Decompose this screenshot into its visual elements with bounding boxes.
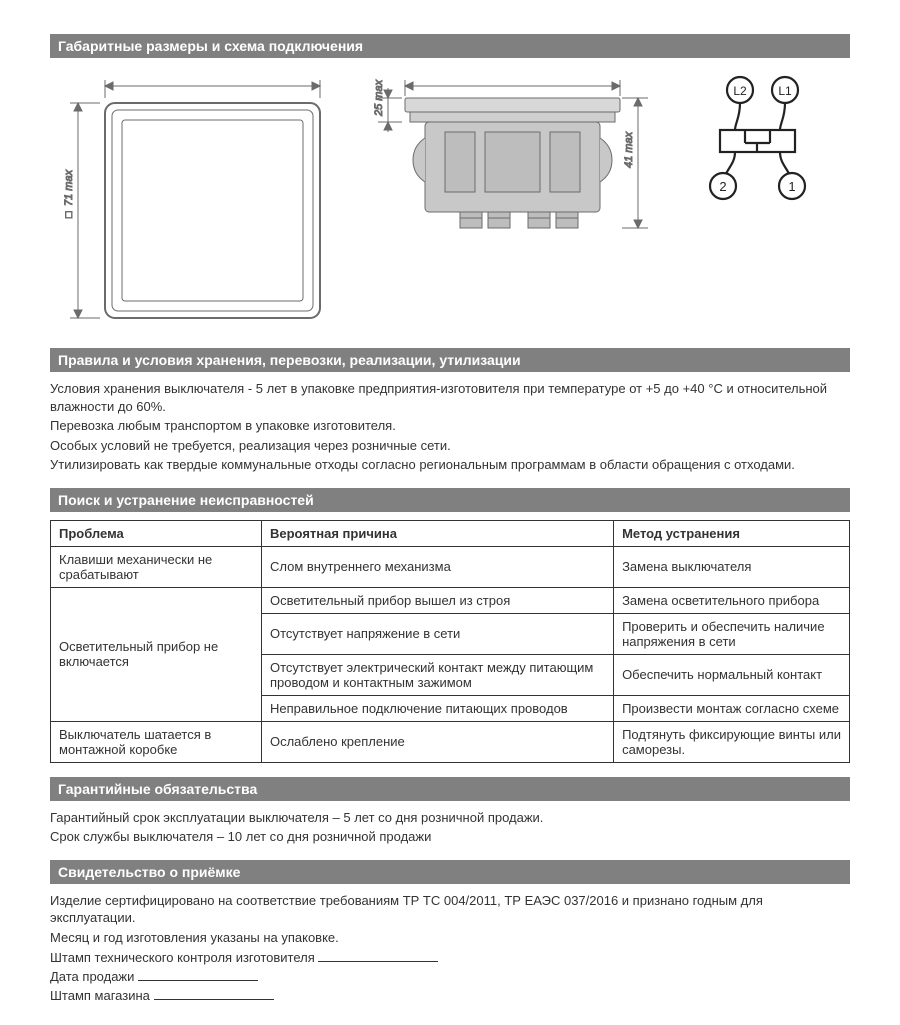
cell-fix: Подтянуть фиксирующие винты или саморезы… [614, 721, 850, 762]
section-header-dimensions: Габаритные размеры и схема подключения [50, 34, 850, 58]
table-row: Выключатель шатается в монтажной коробке… [51, 721, 850, 762]
section-header-warranty: Гарантийные обязательства [50, 777, 850, 801]
cell-cause: Ослаблено крепление [261, 721, 613, 762]
field-blank [318, 948, 438, 962]
side-view-diagram: 25 max 41 max [360, 68, 660, 248]
warranty-line: Срок службы выключателя – 10 лет со дня … [50, 828, 850, 846]
wiring-diagram: L2 L1 2 1 [690, 68, 830, 208]
cell-fix: Замена выключателя [614, 546, 850, 587]
section-header-storage: Правила и условия хранения, перевозки, р… [50, 348, 850, 372]
field-stamp-store: Штамп магазина [50, 986, 850, 1003]
storage-line: Особых условий не требуется, реализация … [50, 437, 850, 455]
col-cause: Вероятная причина [261, 520, 613, 546]
field-stamp-mfr: Штамп технического контроля изготовителя [50, 948, 850, 965]
field-label: Дата продажи [50, 969, 134, 984]
cell-fix: Проверить и обеспечить наличие напряжени… [614, 613, 850, 654]
table-row: Осветительный прибор не включается Освет… [51, 587, 850, 613]
field-blank [138, 967, 258, 981]
cell-cause: Неправильное подключение питающих провод… [261, 695, 613, 721]
cell-cause: Отсутствует напряжение в сети [261, 613, 613, 654]
cell-cause: Осветительный прибор вышел из строя [261, 587, 613, 613]
field-blank [154, 986, 274, 1000]
col-problem: Проблема [51, 520, 262, 546]
storage-line: Утилизировать как твердые коммунальные о… [50, 456, 850, 474]
front-view-diagram: □ 71 max [50, 68, 330, 328]
section-header-acceptance: Свидетельство о приёмке [50, 860, 850, 884]
storage-line: Перевозка любым транспортом в упаковке и… [50, 417, 850, 435]
cell-problem: Осветительный прибор не включается [51, 587, 262, 721]
svg-text:71 max: 71 max [63, 169, 75, 206]
document-page: Габаритные размеры и схема подключения □… [0, 0, 900, 1025]
cell-cause: Отсутствует электрический контакт между … [261, 654, 613, 695]
troubleshoot-table: Проблема Вероятная причина Метод устране… [50, 520, 850, 763]
svg-text:41 max: 41 max [623, 131, 635, 168]
cell-fix: Произвести монтаж согласно схеме [614, 695, 850, 721]
svg-text:L1: L1 [778, 84, 792, 98]
col-fix: Метод устранения [614, 520, 850, 546]
svg-text:L2: L2 [733, 84, 747, 98]
acceptance-line: Изделие сертифицировано на соответствие … [50, 892, 850, 927]
field-sale-date: Дата продажи [50, 967, 850, 984]
diagrams-row: □ 71 max [50, 68, 850, 328]
svg-text:2: 2 [719, 179, 726, 194]
field-label: Штамп магазина [50, 988, 150, 1003]
table-row: Клавиши механически не срабатывают Слом … [51, 546, 850, 587]
cell-fix: Обеспечить нормальный контакт [614, 654, 850, 695]
svg-text:1: 1 [788, 179, 795, 194]
cell-problem: Выключатель шатается в монтажной коробке [51, 721, 262, 762]
cell-cause: Слом внутреннего механизма [261, 546, 613, 587]
storage-text: Условия хранения выключателя - 5 лет в у… [50, 380, 850, 474]
svg-text:25 max: 25 max [373, 79, 385, 117]
cell-fix: Замена осветительного прибора [614, 587, 850, 613]
svg-text:□: □ [63, 211, 75, 218]
acceptance-line: Месяц и год изготовления указаны на упак… [50, 929, 850, 947]
cell-problem: Клавиши механически не срабатывают [51, 546, 262, 587]
field-label: Штамп технического контроля изготовителя [50, 950, 315, 965]
storage-line: Условия хранения выключателя - 5 лет в у… [50, 380, 850, 415]
section-header-troubleshoot: Поиск и устранение неисправностей [50, 488, 850, 512]
warranty-line: Гарантийный срок эксплуатации выключател… [50, 809, 850, 827]
